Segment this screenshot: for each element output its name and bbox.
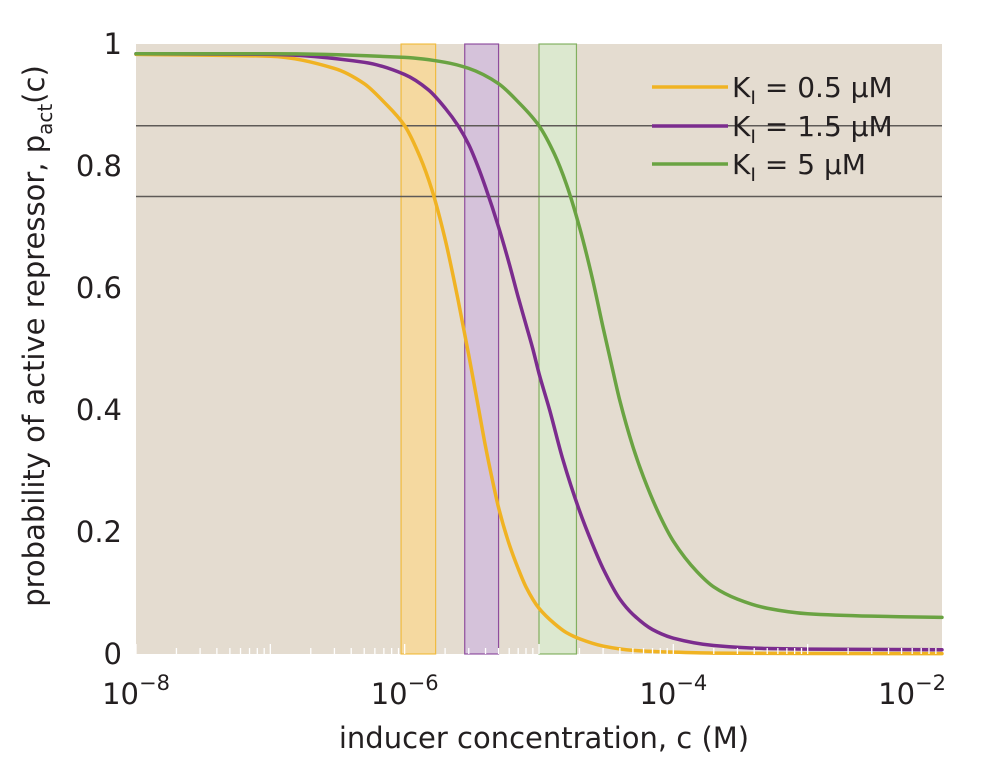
band-1: [400, 43, 437, 655]
y-axis-title-suffix: (c): [17, 65, 51, 104]
y-tick-label: 0.8: [76, 149, 122, 183]
x-axis-title: inducer concentration, c (M): [339, 721, 749, 755]
bands: [400, 43, 578, 655]
y-tick-label: 0.2: [76, 515, 122, 549]
legend-label-3: KI = 5 μM: [732, 148, 866, 186]
x-minor-ticks: [135, 644, 937, 654]
x-tick-label: 10−8: [102, 671, 170, 711]
band-2: [464, 43, 500, 655]
x-tick-label: 10−2: [878, 671, 946, 711]
legend-label-2: KI = 1.5 μM: [732, 110, 893, 148]
y-tick-label: 0: [104, 637, 122, 671]
series-line-1: [134, 52, 944, 656]
y-axis-title-base: probability of active repressor, p: [17, 135, 51, 607]
series-line-3: [134, 52, 944, 620]
y-axis-title-subscript: act: [33, 104, 57, 135]
x-tick-labels: 10−8 10−6 10−4 10−2: [102, 671, 946, 711]
band-3: [538, 43, 578, 655]
x-tick-label: 10−6: [371, 671, 439, 711]
y-tick-label: 1: [104, 27, 122, 61]
series-line-2: [134, 52, 944, 652]
y-tick-labels: 0 0.2 0.4 0.6 0.8 1: [76, 27, 122, 671]
x-tick-label: 10−4: [639, 671, 707, 711]
curves: [134, 52, 944, 656]
y-tick-label: 0.6: [76, 271, 122, 305]
y-axis-title: probability of active repressor, pact(c): [17, 65, 57, 607]
y-tick-label: 0.4: [76, 393, 122, 427]
legend-label-1: KI = 0.5 μM: [732, 71, 893, 109]
